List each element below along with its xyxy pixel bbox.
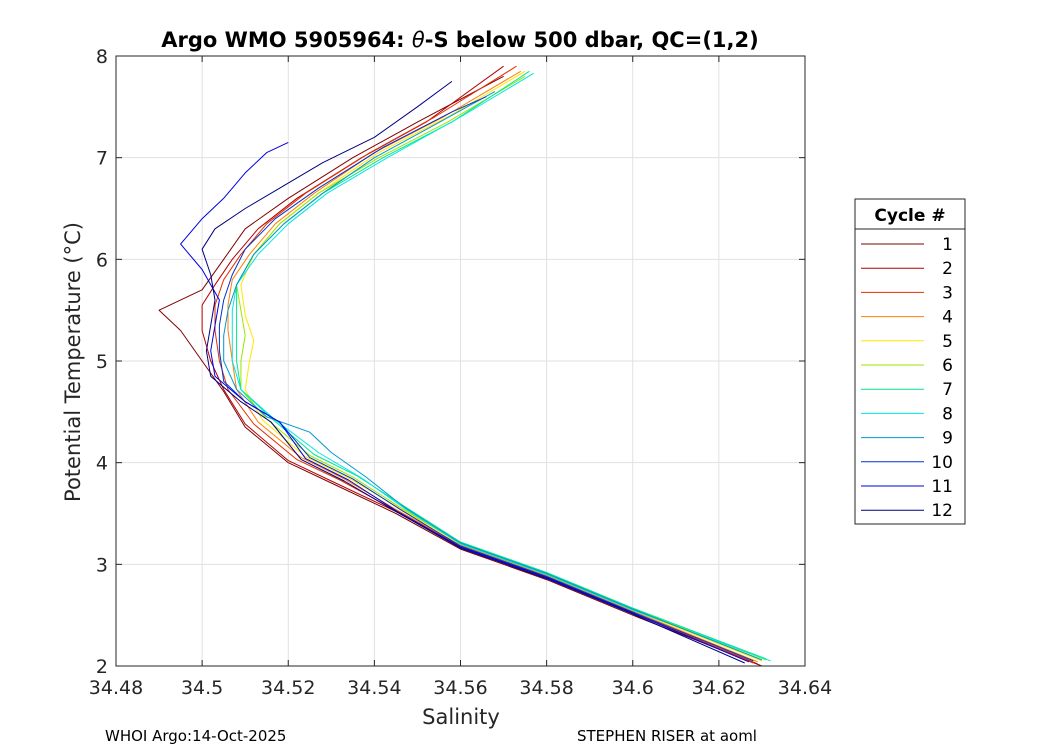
series-line-cycle-1 [158,75,763,667]
chart-title: Argo WMO 5905964: θ-S below 500 dbar, QC… [161,28,758,52]
x-tick-label: 34.54 [347,677,401,699]
series-line-cycle-10 [218,96,754,662]
plot-frame [115,55,806,667]
series-line-cycle-8 [231,72,771,662]
legend-box [854,198,966,525]
y-tick-label: 4 [96,453,108,475]
legend-label: 9 [942,429,953,449]
legend-label: 3 [942,283,953,303]
legend-label: 2 [942,259,953,279]
y-axis-label: Potential Temperature (°C) [61,222,85,502]
legend-title: Cycle # [874,206,945,226]
legend-label: 6 [942,356,953,376]
legend-label: 7 [942,380,953,400]
y-tick-label: 2 [96,656,108,678]
x-tick-label: 34.48 [89,677,143,699]
legend-label: 10 [931,453,953,473]
legend-label: 8 [942,404,953,424]
series-group [158,65,771,667]
legend-label: 1 [942,235,953,255]
legend-label: 4 [942,308,953,328]
footer-right: STEPHEN RISER at aoml [577,727,757,745]
x-tick-label: 34.6 [612,677,654,699]
x-axis-label: Salinity [422,705,500,729]
legend-label: 11 [931,477,953,497]
y-tick-label: 6 [96,249,108,271]
x-tick-label: 34.62 [692,677,746,699]
x-tick-label: 34.56 [433,677,487,699]
legend-label: 5 [942,332,953,352]
y-tick-label: 3 [96,554,108,576]
y-tick-label: 5 [96,351,108,373]
series-line-cycle-12 [201,80,745,664]
series-line-cycle-9 [223,91,763,661]
y-tick-label: 7 [96,148,108,170]
series-line-cycle-11 [180,141,750,663]
x-tick-label: 34.5 [181,677,223,699]
y-axis-ticks: 2 3 4 5 6 7 8 [96,46,805,678]
y-tick-label: 8 [96,46,108,68]
legend-label: 12 [931,501,953,521]
footer-left: WHOI Argo:14-Oct-2025 [105,727,286,745]
x-tick-label: 34.64 [778,677,832,699]
x-tick-label: 34.58 [519,677,573,699]
x-tick-label: 34.52 [261,677,315,699]
